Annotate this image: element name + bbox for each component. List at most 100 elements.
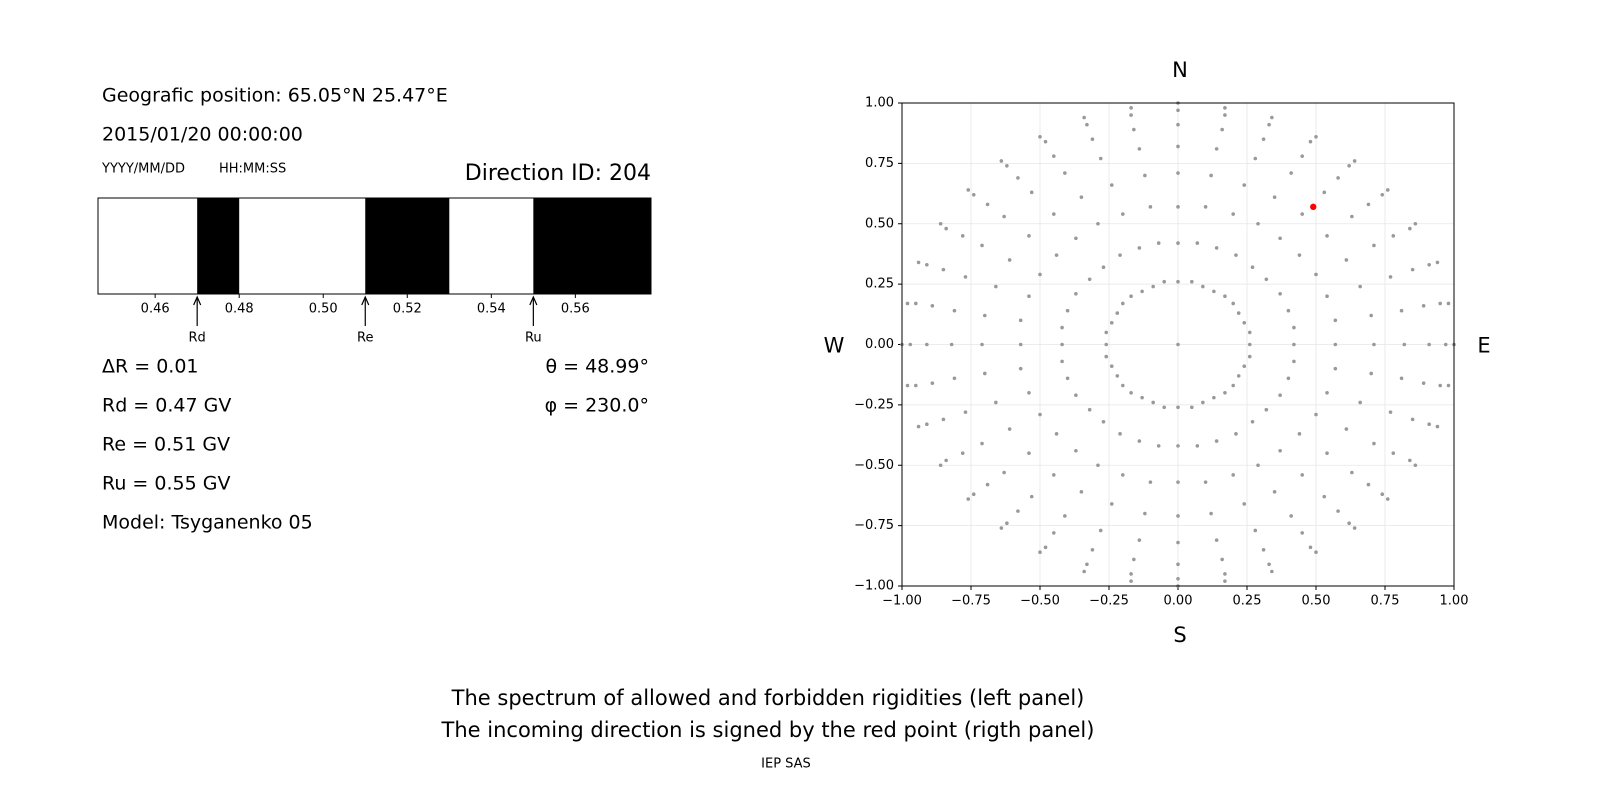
x-tick-label: −0.50 bbox=[1020, 594, 1060, 609]
point bbox=[1300, 212, 1304, 216]
point bbox=[1223, 579, 1227, 583]
point bbox=[1082, 115, 1086, 120]
point bbox=[944, 226, 948, 231]
x-tick-label: 0.25 bbox=[1233, 594, 1262, 609]
point bbox=[1352, 526, 1357, 530]
point bbox=[1176, 444, 1180, 448]
point bbox=[1063, 514, 1067, 518]
point bbox=[1143, 173, 1147, 178]
point bbox=[1038, 412, 1042, 417]
point bbox=[1250, 419, 1255, 424]
point bbox=[925, 422, 929, 426]
point bbox=[1234, 432, 1238, 436]
point bbox=[1421, 304, 1426, 308]
point bbox=[1203, 480, 1208, 484]
point bbox=[1336, 509, 1340, 513]
point bbox=[1214, 246, 1219, 250]
y-tick-label: 1.00 bbox=[865, 96, 894, 111]
point bbox=[1052, 531, 1056, 535]
caption: The incoming direction is signed by the … bbox=[441, 718, 1095, 742]
x-tick-label: 0.54 bbox=[477, 302, 506, 317]
point bbox=[1435, 260, 1440, 265]
point bbox=[1369, 313, 1373, 318]
point bbox=[1278, 448, 1282, 453]
point bbox=[1325, 451, 1329, 455]
point bbox=[1272, 195, 1277, 199]
point bbox=[1082, 569, 1086, 574]
point bbox=[1002, 470, 1006, 475]
point bbox=[1096, 221, 1100, 226]
point bbox=[1256, 463, 1260, 468]
point bbox=[1333, 342, 1338, 347]
point bbox=[1242, 364, 1247, 369]
point bbox=[1242, 502, 1247, 506]
point bbox=[1156, 444, 1161, 448]
point bbox=[1223, 106, 1227, 110]
x-tick-label: −1.00 bbox=[882, 594, 922, 609]
point bbox=[1104, 354, 1109, 359]
point bbox=[1176, 108, 1180, 113]
point bbox=[1109, 364, 1114, 369]
point bbox=[1027, 294, 1031, 299]
point bbox=[1292, 342, 1296, 347]
point bbox=[1446, 383, 1451, 388]
point bbox=[1016, 176, 1020, 180]
point bbox=[1085, 562, 1089, 567]
point bbox=[1074, 236, 1078, 241]
point bbox=[1148, 480, 1153, 484]
point bbox=[1399, 376, 1404, 381]
point bbox=[1270, 115, 1274, 120]
point bbox=[1297, 432, 1302, 436]
point bbox=[1231, 383, 1235, 388]
point bbox=[1446, 301, 1451, 306]
point bbox=[1372, 342, 1376, 347]
point bbox=[1253, 528, 1258, 533]
point bbox=[1137, 439, 1142, 443]
point bbox=[1278, 291, 1282, 296]
point bbox=[930, 304, 935, 308]
point bbox=[1052, 154, 1056, 158]
point bbox=[1074, 448, 1078, 453]
point bbox=[1121, 473, 1125, 477]
theta: θ = 48.99° bbox=[545, 356, 649, 378]
point bbox=[971, 492, 976, 497]
point bbox=[944, 458, 948, 463]
point bbox=[1140, 289, 1144, 294]
point bbox=[1027, 451, 1031, 455]
point bbox=[1325, 234, 1329, 238]
point bbox=[1109, 320, 1114, 325]
point bbox=[1190, 405, 1194, 410]
x-tick-label: 0.00 bbox=[1164, 594, 1193, 609]
point bbox=[980, 243, 984, 248]
point bbox=[1388, 275, 1393, 279]
point bbox=[1129, 106, 1133, 110]
forbidden-band bbox=[197, 198, 240, 294]
point bbox=[1256, 221, 1260, 226]
point bbox=[1176, 342, 1180, 347]
delta-r: ΔR = 0.01 bbox=[102, 356, 199, 378]
point bbox=[1408, 458, 1412, 463]
point bbox=[1029, 190, 1034, 195]
time-format: HH:MM:SS bbox=[219, 162, 286, 177]
point bbox=[1223, 113, 1227, 117]
point bbox=[938, 463, 943, 468]
point bbox=[941, 417, 946, 422]
x-tick-label: 0.56 bbox=[561, 302, 590, 317]
point bbox=[938, 221, 943, 226]
compass-north: N bbox=[1172, 58, 1188, 82]
point bbox=[1253, 156, 1258, 161]
point bbox=[949, 342, 954, 347]
point bbox=[1223, 294, 1227, 299]
point bbox=[1325, 294, 1329, 299]
point bbox=[1380, 192, 1385, 197]
point bbox=[963, 275, 968, 279]
point bbox=[1344, 258, 1349, 262]
point bbox=[1438, 301, 1442, 306]
point bbox=[1310, 203, 1317, 211]
point bbox=[1209, 173, 1213, 178]
point bbox=[1427, 422, 1431, 426]
point bbox=[1289, 171, 1293, 175]
point bbox=[1137, 246, 1142, 250]
point bbox=[1115, 374, 1120, 378]
point bbox=[980, 342, 984, 347]
